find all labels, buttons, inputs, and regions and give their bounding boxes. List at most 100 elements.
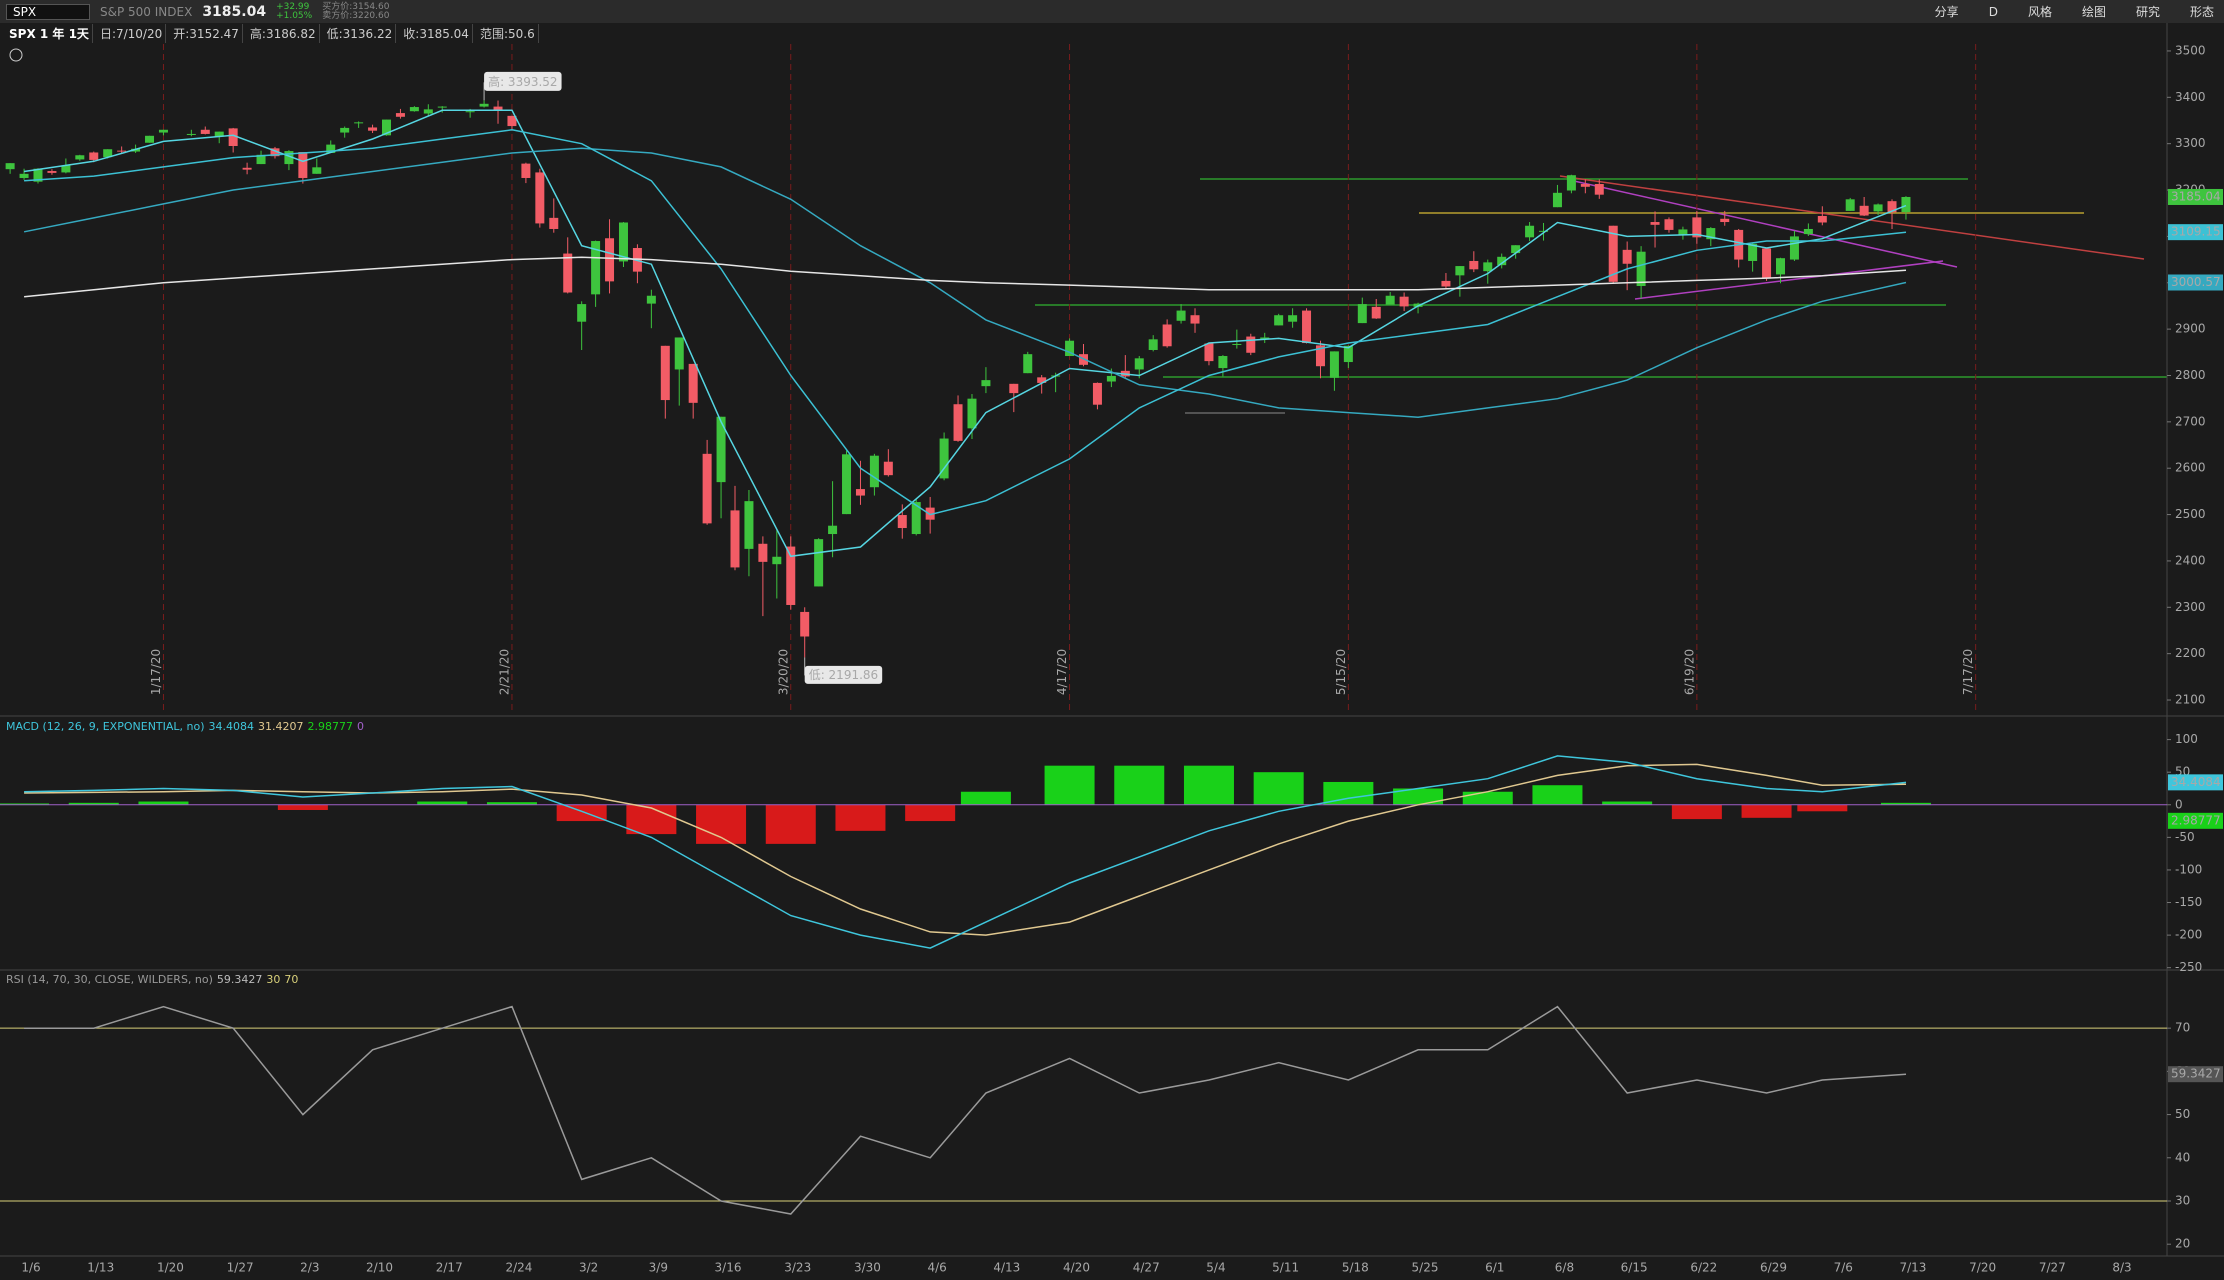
candle-body (75, 155, 85, 160)
candle-body (256, 154, 266, 165)
y-tick-label: 2700 (2175, 414, 2206, 428)
candle-body (1162, 324, 1172, 347)
candle-body (186, 133, 196, 135)
x-tick-label: 1/13 (87, 1261, 114, 1275)
annotation: 低: 2191.86 (804, 665, 883, 684)
badge-bg (2168, 1066, 2223, 1083)
macd-histogram-bar (138, 801, 189, 805)
candle-body (1552, 192, 1562, 208)
candle-body (1399, 296, 1409, 307)
badge-bg (2168, 774, 2223, 791)
candle-body (1873, 204, 1883, 212)
price-badge: 34.4084 (2168, 774, 2223, 791)
value: 3185.04 (419, 27, 469, 41)
badge-bg (2168, 188, 2223, 205)
rsi-value: 59.3427 (216, 973, 263, 986)
symbol-input[interactable]: SPX (6, 3, 90, 20)
high: 高:3186.82 (247, 24, 320, 43)
x-tick-label: 4/6 (927, 1261, 946, 1275)
candle-body (925, 507, 935, 520)
candle-body (1134, 358, 1144, 370)
value: 3186.82 (265, 27, 316, 41)
candle-body (1539, 230, 1549, 232)
badge-bg (2168, 274, 2223, 291)
label: 开: (173, 27, 190, 41)
expiration-label: 4/17/20 (1055, 649, 1069, 695)
y-tick-label: 3300 (2175, 136, 2206, 150)
button[interactable]: 形态 (2189, 5, 2214, 19)
candle-body (1497, 256, 1507, 266)
annotation-box (484, 71, 562, 91)
candle-body (200, 129, 210, 134)
x-tick-label: 7/27 (2039, 1261, 2066, 1275)
candle-body (1469, 260, 1479, 270)
candle-body (1901, 196, 1911, 213)
x-tick-label: 1/20 (157, 1261, 184, 1275)
candle-body (1817, 216, 1827, 223)
y-tick-label: 3500 (2175, 43, 2206, 57)
candle-body (814, 539, 824, 587)
candle-body (1037, 377, 1047, 383)
x-tick-label: 7/13 (1899, 1261, 1926, 1275)
x-tick-label: 5/4 (1206, 1261, 1225, 1275)
macd-histogram-bar (905, 804, 956, 822)
button[interactable]: 分享 (1934, 5, 1959, 19)
candle-body (382, 119, 391, 136)
period[interactable]: D (1988, 4, 1998, 19)
candle-body (1566, 175, 1576, 191)
macd-histogram-bar (1741, 804, 1792, 818)
x-tick-label: 7/6 (1834, 1261, 1853, 1275)
alert-icon[interactable] (9, 48, 23, 62)
candle-body (1636, 251, 1646, 287)
candle-body (869, 455, 879, 488)
ask: 卖方价:3220.60 (322, 10, 390, 21)
sma-line (23, 147, 1907, 418)
annotation-label: 高: 3393.52 (488, 74, 557, 89)
x-tick-label: 3/2 (579, 1261, 598, 1275)
annotation-label: 低: 2191.86 (809, 668, 878, 682)
x-tick-label: 4/27 (1133, 1261, 1160, 1275)
candle-body (1329, 351, 1339, 378)
candle-body (270, 148, 280, 157)
x-tick-label: 8/3 (2112, 1261, 2131, 1275)
change-pct: +1.05% (276, 10, 313, 21)
candle-body (479, 103, 489, 107)
macd-histogram-bar (277, 804, 328, 810)
candle-body (1315, 345, 1325, 367)
candle-body (1441, 280, 1451, 287)
y-tick-label: 2200 (2175, 646, 2206, 660)
sma-line (24, 129, 1907, 516)
candle-body (1664, 219, 1674, 230)
candle-body (214, 131, 224, 137)
x-tick-label: 6/15 (1621, 1261, 1648, 1275)
y-tick-label: -200 (2175, 928, 2202, 942)
x-tick-label: 5/25 (1412, 1261, 1439, 1275)
low: 低:3136.22 (324, 24, 397, 43)
y-tick-label: -150 (2175, 895, 2202, 909)
x-tick-label: 1/27 (227, 1261, 254, 1275)
candle-body (354, 122, 364, 124)
button[interactable]: 绘图 (2081, 5, 2106, 19)
bid: 买方价:3154.60 (322, 1, 390, 12)
x-tick-label: 6/22 (1690, 1261, 1717, 1275)
candle-body (828, 525, 838, 535)
candle-body (1789, 236, 1799, 260)
y-tick-label: 3400 (2175, 90, 2206, 104)
y-tick-label: 2100 (2175, 693, 2206, 707)
button[interactable]: 研究 (2135, 5, 2160, 19)
macd-avg: 31.4207 (258, 720, 304, 733)
candle-body (1176, 310, 1186, 321)
candle-body (103, 149, 113, 158)
y-tick-label: 20 (2175, 1237, 2190, 1251)
range: 范围:50.6 (477, 24, 539, 43)
toolbar: SPX S&P 500 INDEX 3185.04 +32.99 +1.05% 买… (0, 0, 2224, 23)
badge-label: 34.4084 (2171, 775, 2221, 789)
macd-histogram-bar (1044, 765, 1095, 805)
candle-body (1650, 222, 1660, 225)
candle-body (1246, 336, 1256, 353)
macd-value-line (24, 755, 1907, 949)
macd-histogram-bar (1323, 781, 1374, 805)
label: 收: (403, 27, 420, 41)
button[interactable]: 风格 (2027, 5, 2052, 19)
x-tick-label: 5/11 (1272, 1261, 1299, 1275)
